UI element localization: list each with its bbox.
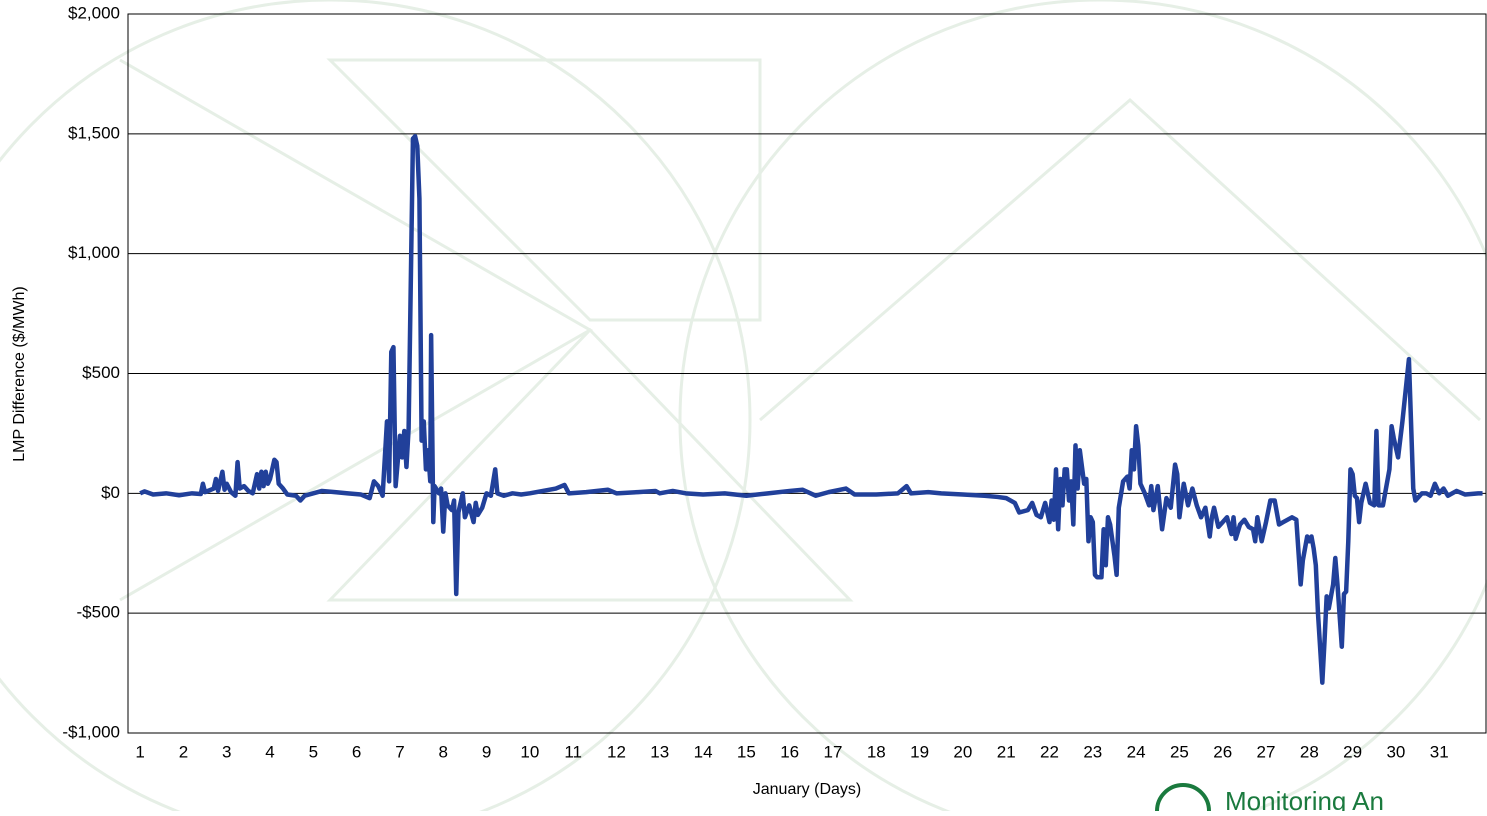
x-tick-label: 27 xyxy=(1257,742,1276,761)
logo: Monitoring An xyxy=(1155,783,1384,816)
watermark-shape xyxy=(119,58,594,602)
x-tick-label: 16 xyxy=(780,742,799,761)
y-tick-label: -$500 xyxy=(77,603,120,622)
watermark-shape xyxy=(759,97,1482,422)
x-tick-label: 12 xyxy=(607,742,626,761)
watermark-shape xyxy=(0,0,752,816)
x-tick-label: 9 xyxy=(482,742,491,761)
data-line xyxy=(139,133,1483,685)
x-tick-label: 20 xyxy=(953,742,972,761)
x-tick-label: 8 xyxy=(439,742,448,761)
x-tick-label: 3 xyxy=(222,742,231,761)
x-tick-label: 18 xyxy=(867,742,886,761)
y-tick-label: $1,000 xyxy=(68,243,120,262)
watermark-shape xyxy=(326,58,762,322)
logo-icon xyxy=(1155,783,1211,816)
x-tick-label: 1 xyxy=(135,742,144,761)
y-axis-label: LMP Difference ($/MWh) xyxy=(11,286,28,461)
y-tick-label: $0 xyxy=(101,483,120,502)
x-tick-label: 30 xyxy=(1386,742,1405,761)
x-tick-label: 13 xyxy=(650,742,669,761)
x-tick-label: 17 xyxy=(824,742,843,761)
watermark-shape xyxy=(326,327,854,602)
x-tick-label: 29 xyxy=(1343,742,1362,761)
x-tick-label: 2 xyxy=(179,742,188,761)
x-tick-label: 26 xyxy=(1213,742,1232,761)
x-tick-label: 7 xyxy=(395,742,404,761)
y-tick-label: $2,000 xyxy=(68,3,120,22)
x-tick-label: 19 xyxy=(910,742,929,761)
x-tick-label: 21 xyxy=(997,742,1016,761)
x-tick-label: 5 xyxy=(309,742,318,761)
x-tick-label: 11 xyxy=(564,742,582,761)
x-tick-label: 22 xyxy=(1040,742,1059,761)
logo-text: Monitoring An xyxy=(1225,786,1384,811)
y-tick-label: $1,500 xyxy=(68,123,120,142)
x-tick-label: 10 xyxy=(520,742,539,761)
x-axis-label: January (Days) xyxy=(753,781,861,798)
x-tick-label: 25 xyxy=(1170,742,1189,761)
x-tick-label: 14 xyxy=(694,742,713,761)
x-tick-label: 4 xyxy=(265,742,274,761)
x-tick-label: 31 xyxy=(1430,742,1449,761)
x-tick-label: 24 xyxy=(1127,742,1146,761)
x-tick-label: 23 xyxy=(1083,742,1102,761)
plot-frame xyxy=(127,13,1487,734)
y-tick-label: -$1,000 xyxy=(62,722,120,741)
y-tick-label: $500 xyxy=(82,363,120,382)
x-tick-label: 15 xyxy=(737,742,756,761)
x-tick-label: 6 xyxy=(352,742,361,761)
watermark-shape xyxy=(678,0,1487,816)
x-tick-label: 28 xyxy=(1300,742,1319,761)
